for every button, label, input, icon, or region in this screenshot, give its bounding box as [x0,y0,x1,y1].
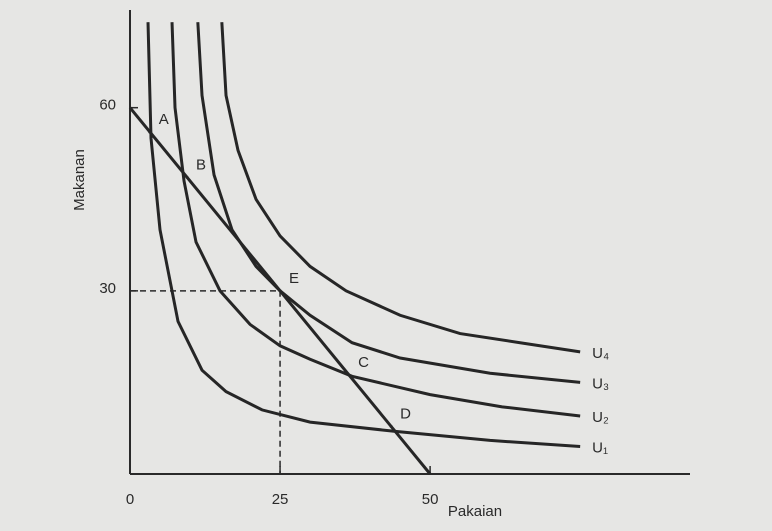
point [278,289,282,293]
x-tick-label: 25 [272,491,289,508]
point [148,130,152,134]
legend-label: U₁ [592,439,608,456]
point-label: B [196,156,206,173]
legend-label: U₃ [592,375,609,392]
point [347,373,351,377]
point [389,424,393,428]
x-tick-label: 0 [126,491,134,508]
x-tick-label: 50 [422,491,439,508]
curve [146,22,581,449]
y-tick-label: 30 [99,280,116,297]
x-axis-label: Pakaian [448,503,502,520]
curve [220,22,581,354]
point-label: A [159,111,169,128]
point [185,175,189,179]
point-label: E [289,270,299,287]
y-tick-label: 60 [99,97,116,114]
legend-label: U₄ [592,345,609,362]
y-axis-label: Makanan [71,149,88,211]
point-label: D [400,405,411,422]
curve [170,22,581,418]
legend-label: U₂ [592,409,609,426]
point-label: C [358,354,369,371]
